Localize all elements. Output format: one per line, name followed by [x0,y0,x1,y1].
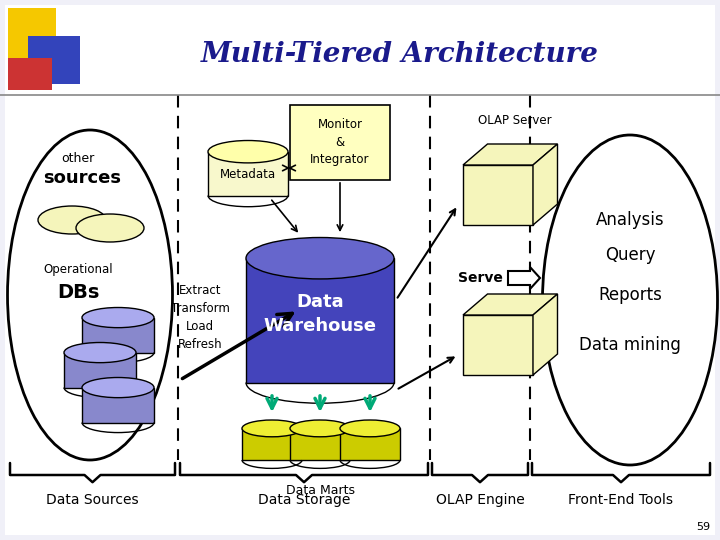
Text: Integrator: Integrator [310,153,370,166]
Text: OLAP Server: OLAP Server [478,113,552,126]
Polygon shape [340,428,400,460]
Polygon shape [82,388,154,422]
Bar [28,36,80,84]
Polygon shape [533,294,557,375]
Polygon shape [533,144,557,225]
Bar [290,105,390,179]
Ellipse shape [542,135,718,465]
Text: Monitor: Monitor [318,118,362,131]
Text: Extract: Extract [179,284,221,296]
Polygon shape [242,428,302,460]
Ellipse shape [7,130,173,460]
Text: Data Marts: Data Marts [286,483,354,496]
Text: Query: Query [605,246,655,264]
Text: OLAP Engine: OLAP Engine [436,493,524,507]
Text: Data Sources: Data Sources [46,493,139,507]
Polygon shape [463,315,533,375]
Ellipse shape [82,307,154,328]
Text: Refresh: Refresh [178,338,222,350]
Ellipse shape [242,420,302,437]
Polygon shape [463,165,533,225]
Ellipse shape [246,238,394,279]
Ellipse shape [340,420,400,437]
Polygon shape [82,318,154,353]
Text: sources: sources [43,169,121,187]
Polygon shape [290,428,350,460]
Polygon shape [246,258,394,382]
Text: Load: Load [186,320,214,333]
Text: Metadata: Metadata [220,168,276,181]
Text: 59: 59 [696,522,710,532]
Bar [8,58,52,90]
Text: Operational: Operational [43,264,113,276]
Text: Transform: Transform [171,301,230,314]
Polygon shape [64,353,136,388]
Text: Data Storage: Data Storage [258,493,350,507]
Text: DBs: DBs [57,282,99,301]
Text: Front-End Tools: Front-End Tools [569,493,673,507]
Polygon shape [463,294,557,315]
Text: Serve: Serve [458,271,503,285]
Text: &: & [336,136,345,148]
Polygon shape [208,152,288,195]
Text: Data: Data [296,293,344,311]
Ellipse shape [82,377,154,397]
FancyArrow shape [508,267,540,289]
Text: Data mining: Data mining [579,336,681,354]
Ellipse shape [208,140,288,163]
Ellipse shape [38,206,106,234]
FancyBboxPatch shape [5,5,715,535]
Text: Warehouse: Warehouse [264,317,377,335]
Ellipse shape [290,420,350,437]
Text: Reports: Reports [598,286,662,304]
Text: Multi-Tiered Architecture: Multi-Tiered Architecture [201,42,599,69]
Bar [8,8,56,60]
Text: Analysis: Analysis [595,211,665,229]
Ellipse shape [64,342,136,363]
Polygon shape [463,144,557,165]
Ellipse shape [76,214,144,242]
Text: other: other [61,152,94,165]
